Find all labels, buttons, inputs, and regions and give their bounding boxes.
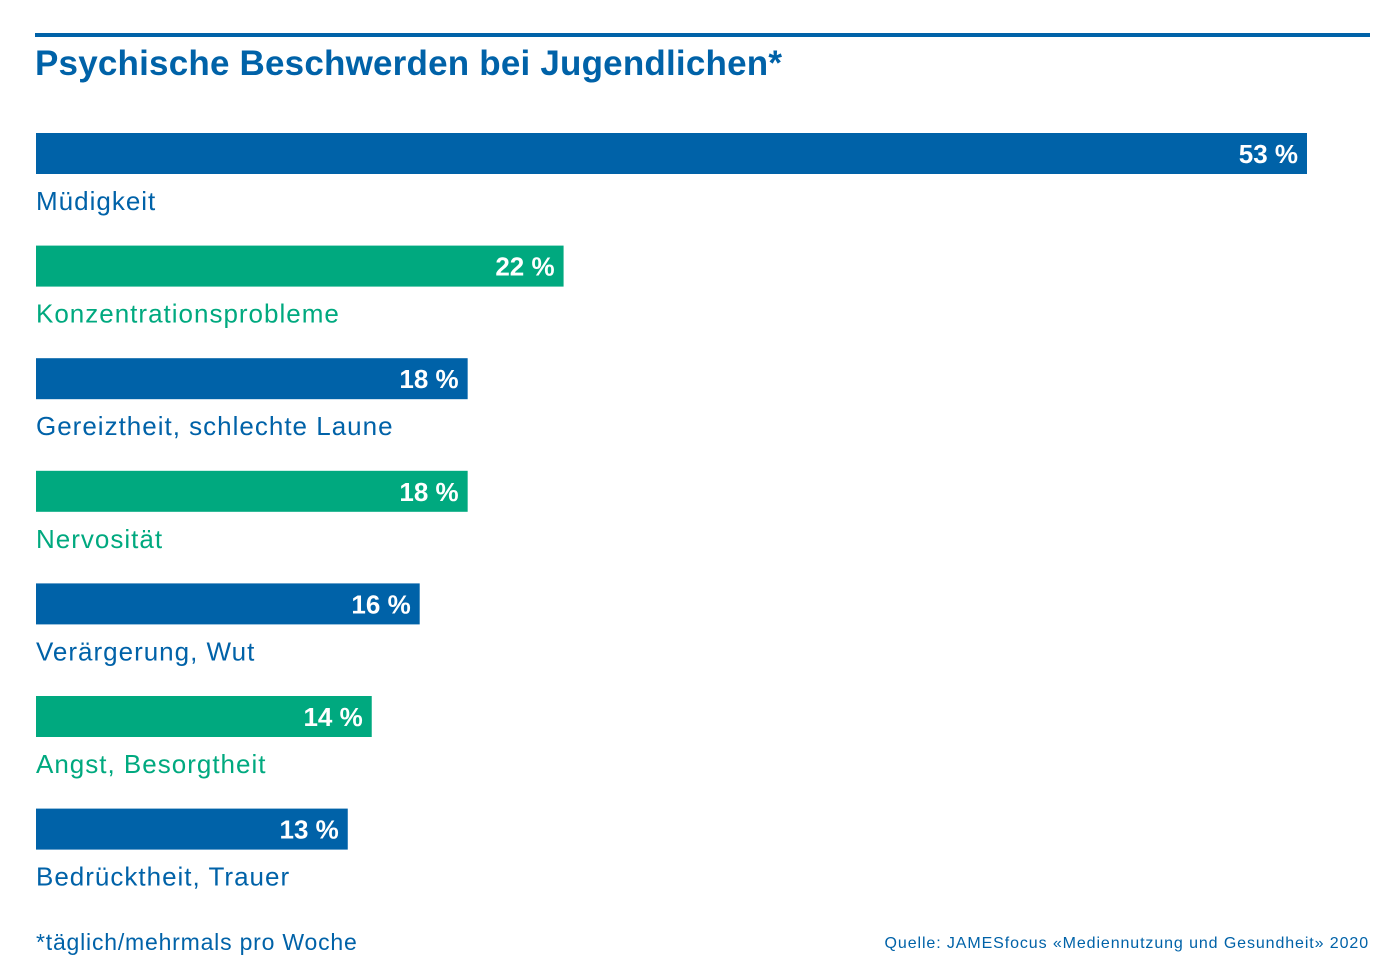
value-label-angst-besorgtheit: 14 % <box>303 702 362 732</box>
value-label-verärgerung-wut: 16 % <box>351 589 410 619</box>
bar-bedrücktheit-trauer <box>36 808 348 850</box>
bar-verärgerung-wut <box>36 583 420 625</box>
category-label-nervosität: Nervosität <box>36 524 163 554</box>
value-label-bedrücktheit-trauer: 13 % <box>279 815 338 845</box>
value-label-nervosität: 18 % <box>399 477 458 507</box>
value-label-müdigkeit: 53 % <box>1239 139 1298 169</box>
bar-nervosität <box>36 470 468 512</box>
footnote: *täglich/mehrmals pro Woche <box>36 929 358 955</box>
value-label-gereiztheit-schlechte-laune: 18 % <box>399 364 458 394</box>
category-label-müdigkeit: Müdigkeit <box>36 186 156 216</box>
bar-müdigkeit <box>36 133 1307 174</box>
title-rule <box>35 33 1370 37</box>
category-label-verärgerung-wut: Verärgerung, Wut <box>36 636 255 666</box>
category-label-gereiztheit-schlechte-laune: Gereiztheit, schlechte Laune <box>36 411 394 441</box>
category-label-konzentrationsprobleme: Konzentrationsprobleme <box>36 299 340 329</box>
bar-angst-besorgtheit <box>36 696 372 737</box>
value-label-konzentrationsprobleme: 22 % <box>495 252 554 282</box>
bar-konzentrationsprobleme <box>36 245 564 287</box>
source-credit: Quelle: JAMESfocus «Mediennutzung und Ge… <box>884 935 1369 952</box>
category-label-bedrücktheit-trauer: Bedrücktheit, Trauer <box>36 862 290 892</box>
chart-title: Psychische Beschwerden bei Jugendlichen* <box>35 44 783 83</box>
category-label-angst-besorgtheit: Angst, Besorgtheit <box>36 749 266 779</box>
bar-gereiztheit-schlechte-laune <box>36 358 468 400</box>
